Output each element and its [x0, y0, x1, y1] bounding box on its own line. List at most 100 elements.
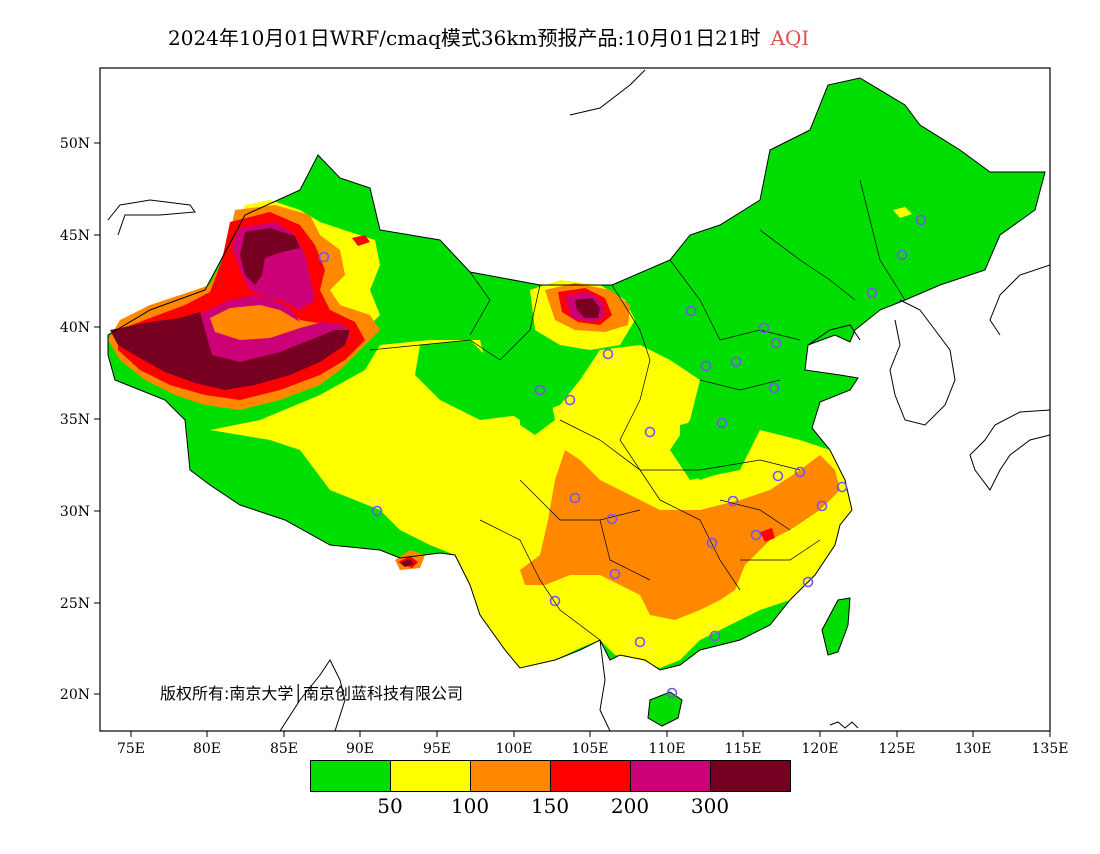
city-marker [794, 466, 806, 478]
lat-tick-label: 25N [60, 596, 90, 612]
indochina-outline [599, 639, 611, 731]
taiwan-outline [821, 597, 851, 656]
lon-tick-label: 130E [955, 741, 992, 757]
yellow-spot-ne [893, 207, 912, 218]
city-marker [896, 249, 908, 261]
green-patch-qinghai [415, 340, 520, 420]
aqi-legend: 50 100 150 200 300 [310, 760, 791, 818]
city-marker [685, 305, 697, 317]
city-marker [768, 382, 780, 394]
legend-swatch-1 [311, 761, 391, 791]
lon-axis-labels: 75E 80E 85E 90E 95E 100E 105E 110E 115E … [117, 741, 1069, 757]
green-patch-henan [680, 415, 740, 480]
city-marker [758, 322, 770, 334]
legend-label: 200 [610, 794, 650, 818]
city-marker [609, 568, 621, 580]
axis-ticks [94, 142, 1051, 737]
city-marker [666, 687, 678, 699]
kazakh-lake-outline [107, 199, 196, 236]
bay-of-bengal-outline [279, 659, 346, 731]
lon-tick-label: 135E [1032, 741, 1069, 757]
map-outlines [107, 69, 1050, 731]
legend-swatch-4 [551, 761, 631, 791]
province-borders [369, 179, 906, 641]
lon-tick-label: 85E [270, 741, 298, 757]
lon-tick-label: 125E [879, 741, 916, 757]
luzon-outline [829, 721, 859, 729]
japan-kyushu-outline [969, 409, 1050, 491]
japan-outline [989, 264, 1050, 336]
city-marker [915, 214, 927, 226]
lat-axis-labels: 20N 25N 30N 35N 40N 45N 50N [60, 136, 90, 703]
city-marker [606, 513, 618, 525]
maroon-region-dzungaria [240, 228, 300, 285]
lon-tick-label: 105E [572, 741, 609, 757]
city-marker [709, 630, 721, 642]
aqi-shading [108, 78, 1045, 726]
lat-tick-label: 35N [60, 412, 90, 428]
legend-swatch-5 [631, 761, 711, 791]
bohai-outline [807, 324, 861, 346]
lon-tick-label: 95E [423, 741, 451, 757]
city-marker [816, 500, 828, 512]
lon-tick-label: 110E [649, 741, 686, 757]
taiwan-island [822, 598, 850, 655]
copyright-notice: 版权所有:南京大学│南京创蓝科技有限公司 [160, 684, 464, 703]
city-marker [706, 537, 718, 549]
city-marker [318, 251, 330, 263]
city-marker [836, 481, 848, 493]
city-marker [700, 360, 712, 372]
city-marker [727, 495, 739, 507]
legend-colorbar [310, 760, 791, 792]
lat-tick-label: 20N [60, 687, 90, 703]
russia-coast-north [569, 69, 646, 116]
plot-frame [99, 67, 1051, 732]
city-markers [318, 214, 927, 699]
maroon-region-xinjiang-basin [110, 312, 350, 390]
lon-tick-label: 100E [496, 741, 533, 757]
city-marker [716, 417, 728, 429]
lon-tick-label: 90E [346, 741, 374, 757]
city-marker [564, 394, 576, 406]
city-marker [772, 470, 784, 482]
city-marker [371, 505, 383, 517]
legend-labels: 50 100 150 200 300 [310, 792, 791, 818]
china-border-outline [107, 77, 1046, 671]
green-patch-gansu [520, 395, 555, 435]
city-marker [569, 492, 581, 504]
orange-region-sichuan-hunan [520, 450, 840, 620]
lon-tick-label: 80E [193, 741, 221, 757]
hainan-island [648, 692, 682, 726]
city-marker [730, 356, 742, 368]
city-marker [866, 287, 878, 299]
lat-tick-label: 50N [60, 136, 90, 152]
city-marker [602, 348, 614, 360]
lat-tick-label: 30N [60, 504, 90, 520]
red-spot-jiangxi [760, 528, 775, 542]
city-marker [770, 337, 782, 349]
legend-swatch-6 [711, 761, 790, 791]
legend-label: 100 [450, 794, 490, 818]
city-marker [549, 595, 561, 607]
lat-tick-label: 45N [60, 228, 90, 244]
legend-swatch-2 [391, 761, 471, 791]
hainan-outline [647, 691, 683, 727]
map-title: 2024年10月01日WRF/cmaq模式36km预报产品:10月01日21时 A… [168, 22, 809, 51]
title-variable: AQI [770, 26, 810, 50]
legend-label: 50 [377, 794, 403, 818]
green-patch-shandong [700, 360, 820, 425]
lon-tick-label: 115E [725, 741, 762, 757]
city-marker [644, 426, 656, 438]
lon-tick-label: 120E [802, 741, 839, 757]
city-marker [802, 576, 814, 588]
korea-peninsula-outline [889, 299, 956, 426]
city-marker [634, 636, 646, 648]
legend-swatch-3 [471, 761, 551, 791]
lat-tick-label: 40N [60, 320, 90, 336]
red-spot-mongolia-east [352, 235, 370, 246]
legend-label: 150 [530, 794, 570, 818]
legend-label: 300 [690, 794, 730, 818]
title-text: 2024年10月01日WRF/cmaq模式36km预报产品:10月01日21时 [168, 26, 761, 50]
